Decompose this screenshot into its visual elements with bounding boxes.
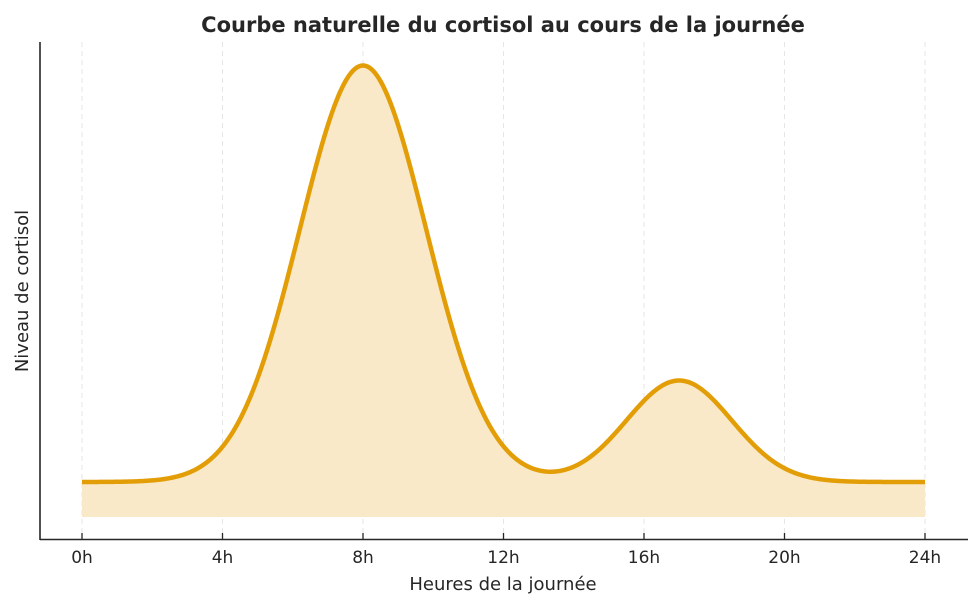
x-axis-ticks: 0h 4h 8h 12h 16h 20h 24h bbox=[71, 533, 941, 568]
area-fill bbox=[82, 65, 925, 517]
y-axis-label: Niveau de cortisol bbox=[12, 210, 33, 372]
x-tick-label: 16h bbox=[628, 548, 660, 568]
cortisol-curve bbox=[81, 63, 926, 485]
chart-title: Courbe naturelle du cortisol au cours de… bbox=[201, 13, 805, 37]
x-axis-label: Heures de la journée bbox=[409, 574, 596, 595]
x-tick-label: 0h bbox=[71, 548, 93, 568]
x-tick-label: 12h bbox=[487, 548, 519, 568]
x-tick-label: 8h bbox=[352, 548, 374, 568]
x-tick-label: 20h bbox=[768, 548, 800, 568]
x-tick-label: 24h bbox=[909, 548, 941, 568]
x-tick-label: 4h bbox=[212, 548, 234, 568]
